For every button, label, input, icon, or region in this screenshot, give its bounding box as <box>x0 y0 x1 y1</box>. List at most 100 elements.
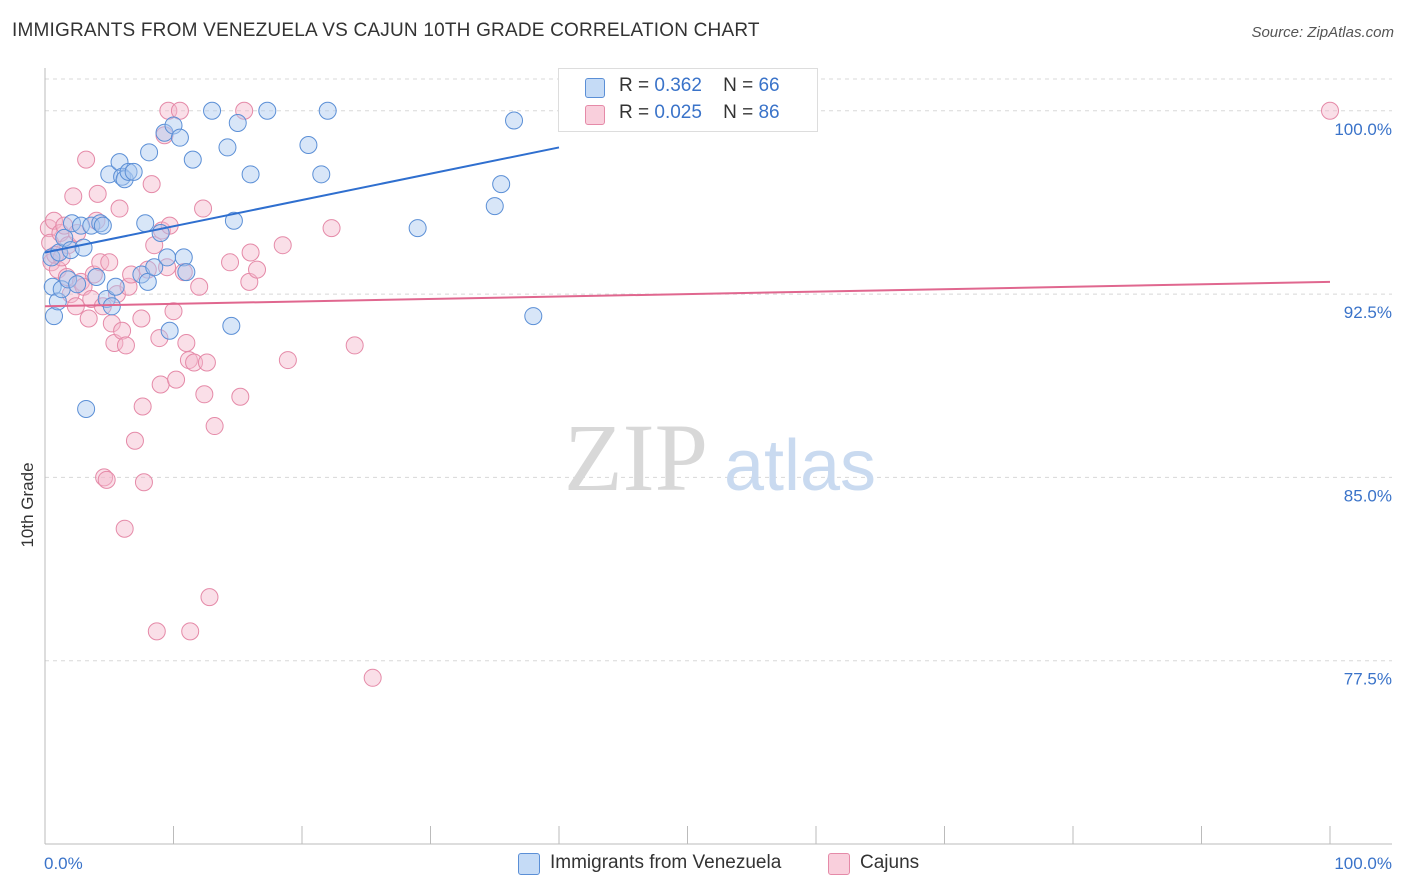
cajuns-point <box>64 187 83 206</box>
venezuela-point <box>224 211 243 230</box>
cajuns-point <box>1321 101 1339 120</box>
legend-n-label: N = <box>723 102 754 123</box>
legend-r-value: 0.362 <box>654 75 702 96</box>
venezuela-point <box>160 321 179 340</box>
cajuns-point <box>363 668 382 687</box>
venezuela-point <box>258 101 277 120</box>
venezuela-points <box>42 101 543 418</box>
venezuela-point <box>102 297 121 316</box>
tick-labels: 77.5% 85.0% 92.5% 100.0% 0.0% 100.0% <box>44 120 1392 873</box>
cajuns-point <box>158 258 177 277</box>
legend-swatch-blue <box>585 78 605 98</box>
venezuela-point <box>203 101 222 120</box>
venezuela-point <box>222 316 241 335</box>
venezuela-point <box>218 138 237 157</box>
x-tick-label: 0.0% <box>44 854 83 873</box>
venezuela-point <box>119 162 138 181</box>
venezuela-point <box>312 165 331 184</box>
cajuns-point <box>115 519 134 538</box>
legend-r-label: R = <box>619 75 650 96</box>
cajuns-point <box>82 289 101 308</box>
cajuns-point <box>132 309 151 328</box>
cajuns-point <box>200 588 219 607</box>
watermark-zip: ZIP <box>564 404 708 511</box>
cajuns-point <box>345 336 364 355</box>
cajuns-point <box>116 336 135 355</box>
cajuns-point <box>241 243 260 262</box>
cajuns-point <box>88 184 107 203</box>
venezuela-point <box>241 165 260 184</box>
venezuela-point <box>492 175 511 194</box>
cajuns-point <box>195 385 214 404</box>
cajuns-point <box>322 219 341 238</box>
venezuela-point <box>158 248 177 267</box>
cajuns-point <box>273 236 292 255</box>
venezuela-point <box>140 143 159 162</box>
bottom-legend-label: Cajuns <box>860 852 920 873</box>
venezuela-point <box>145 258 164 277</box>
x-tick-label: 100.0% <box>1334 854 1392 873</box>
venezuela-point <box>110 153 129 172</box>
cajuns-point <box>150 329 169 348</box>
cajuns-point <box>134 473 153 492</box>
venezuela-point <box>183 150 202 169</box>
cajuns-point <box>133 397 152 416</box>
stats-legend: R = 0.362 N = 66 R = 0.025 N = 86 <box>558 68 818 132</box>
watermark: ZIP atlas <box>564 404 876 511</box>
cajuns-points <box>39 101 1339 687</box>
chart-title: IMMIGRANTS FROM VENEZUELA VS CAJUN 10TH … <box>12 20 760 41</box>
venezuela-point <box>87 267 106 286</box>
y-tick-label: 92.5% <box>1344 303 1392 322</box>
cajuns-point <box>97 470 116 489</box>
venezuela-point <box>485 197 504 216</box>
cajuns-point <box>185 353 204 372</box>
venezuela-point <box>505 111 524 130</box>
venezuela-point <box>68 275 87 294</box>
bottom-legend-label: Immigrants from Venezuela <box>550 852 782 873</box>
bottom-legend-swatch-pink <box>828 853 850 875</box>
cajuns-point <box>147 622 166 641</box>
cajuns-point <box>125 431 144 450</box>
venezuela-point <box>44 307 63 326</box>
venezuela-point <box>124 162 143 181</box>
cajuns-point <box>177 333 196 352</box>
venezuela-point <box>177 263 196 282</box>
venezuela-point <box>71 216 90 235</box>
venezuela-point <box>524 307 543 326</box>
axes <box>44 68 1392 845</box>
cajuns-point <box>77 150 96 169</box>
cajuns-point <box>190 277 209 296</box>
cajuns-point <box>194 199 213 218</box>
cajuns-point <box>151 375 170 394</box>
y-axis-label-wrap: 10th Grade <box>18 462 37 547</box>
venezuela-point <box>136 214 155 233</box>
y-tick-label: 85.0% <box>1344 486 1392 505</box>
cajuns-point <box>181 622 200 641</box>
cajuns-point <box>197 353 216 372</box>
legend-n-value: 66 <box>758 75 780 96</box>
cajuns-point <box>248 260 267 279</box>
legend-r-label: R = <box>619 102 650 123</box>
y-tick-label: 77.5% <box>1344 670 1392 689</box>
y-tick-label: 100.0% <box>1334 120 1392 139</box>
cajuns-point <box>95 468 114 487</box>
venezuela-point <box>318 101 337 120</box>
bottom-legend-swatch-blue <box>518 853 540 875</box>
legend-n-value: 86 <box>758 102 780 123</box>
venezuela-point <box>91 214 110 233</box>
y-axis-label: 10th Grade <box>18 462 37 548</box>
cajuns-point <box>122 265 141 284</box>
cajuns-point <box>79 309 98 328</box>
cajuns-point <box>205 417 224 436</box>
legend-swatch-pink <box>585 105 605 125</box>
venezuela-point <box>408 219 427 238</box>
venezuela-point <box>170 128 189 147</box>
venezuela-point <box>77 399 96 418</box>
cajuns-point <box>231 387 250 406</box>
trend-lines <box>44 146 1331 308</box>
legend-n-label: N = <box>723 75 754 96</box>
venezuela-trend-line <box>44 146 560 254</box>
cajuns-point <box>221 253 240 272</box>
venezuela-point <box>228 113 247 132</box>
